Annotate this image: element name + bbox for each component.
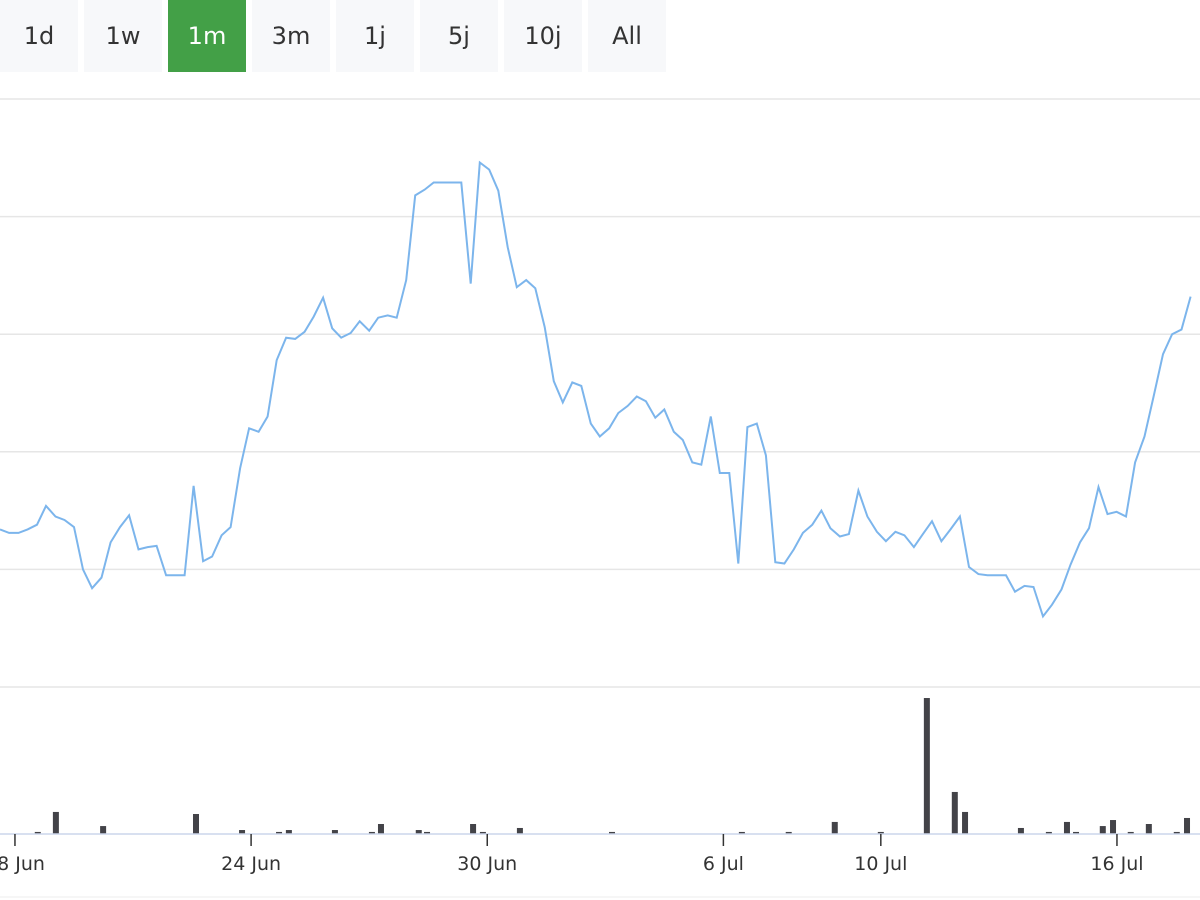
volume-bar [415,830,422,834]
volume-bar [1099,826,1106,834]
range-button[interactable]: 10j [504,0,582,72]
volume-bar [34,831,41,834]
volume-bar [1110,820,1117,834]
range-button[interactable]: 1w [84,0,162,72]
volume-bar [192,814,199,834]
volume-bar [923,698,930,834]
range-button[interactable]: 5j [420,0,498,72]
price-line [0,160,1192,619]
volume-bar [1173,831,1180,834]
volume-bar [831,821,838,834]
volume-bar [479,831,486,834]
x-tick-label: 18 Jun [0,853,45,875]
range-button[interactable]: 1m [168,0,246,72]
volume-bar [52,811,59,834]
range-button[interactable]: All [588,0,666,72]
volume-bar [1127,831,1134,834]
volume-bar [738,831,745,834]
range-button[interactable]: 1j [336,0,414,72]
volume-bar [368,831,375,834]
volume-bar [516,827,523,834]
volume-bar [276,831,283,834]
volume-bar [962,811,969,834]
volume-bar [1063,821,1070,834]
volume-bar [470,824,477,834]
x-tick-label: 10 Jul [854,853,907,875]
x-tick-label: 6 Jul [703,853,744,875]
volume-bar [424,831,431,834]
volume-bar [1045,831,1052,834]
x-tick-label: 30 Jun [457,853,517,875]
volume-bar [1145,824,1152,834]
range-button[interactable]: 1d [0,0,78,72]
x-tick-label: 24 Jun [221,853,281,875]
volume-bar [951,791,958,834]
volume-bar [1073,831,1080,834]
range-button[interactable]: 3m [252,0,330,72]
volume-bar [785,831,792,834]
volume-bar [1184,817,1191,834]
volume-bar [1017,827,1024,834]
volume-bar [377,824,384,834]
volume-bar [100,826,107,834]
volume-bar [285,830,292,834]
volume-bar [331,830,338,834]
volume-bar [877,831,884,834]
x-tick-label: 16 Jul [1090,853,1143,875]
volume-bar [239,830,246,834]
volume-bar [609,831,616,834]
